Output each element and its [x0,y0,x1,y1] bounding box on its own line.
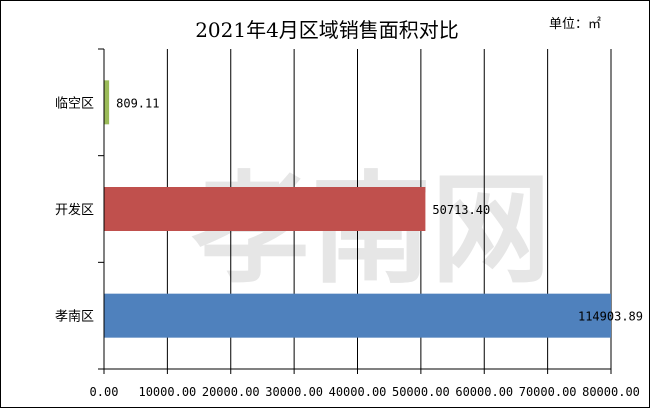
data-label: 114903.89 [578,310,643,324]
x-tick-label: 50000.00 [392,385,450,399]
data-label: 50713.40 [432,203,490,217]
bar [104,187,426,231]
x-tick-label: 20000.00 [202,385,260,399]
chart-title: 2021年4月区域销售面积对比 [195,18,459,42]
category-label: 开发区 [55,202,94,218]
x-tick-label: 0.00 [90,385,119,399]
category-label: 临空区 [55,96,94,111]
x-tick-label: 10000.00 [138,385,196,399]
bar-series [104,80,611,338]
x-tick-label: 60000.00 [455,385,513,399]
x-tick-label: 70000.00 [519,385,577,399]
axes [98,48,612,374]
bar [104,80,110,125]
x-tick-labels: 0.00 10000.00 20000.00 30000.00 40000.00 5000… [90,385,640,399]
x-tick-label: 80000.00 [582,385,640,399]
x-tick-label: 40000.00 [329,385,387,399]
x-tick-label: 30000.00 [265,385,323,399]
bar [104,293,611,338]
category-label: 孝南区 [55,309,94,325]
data-labels: 809.11 50713.40 114903.89 [116,96,643,323]
unit-label: 单位：㎡ [549,17,601,32]
data-label: 809.11 [116,96,159,110]
